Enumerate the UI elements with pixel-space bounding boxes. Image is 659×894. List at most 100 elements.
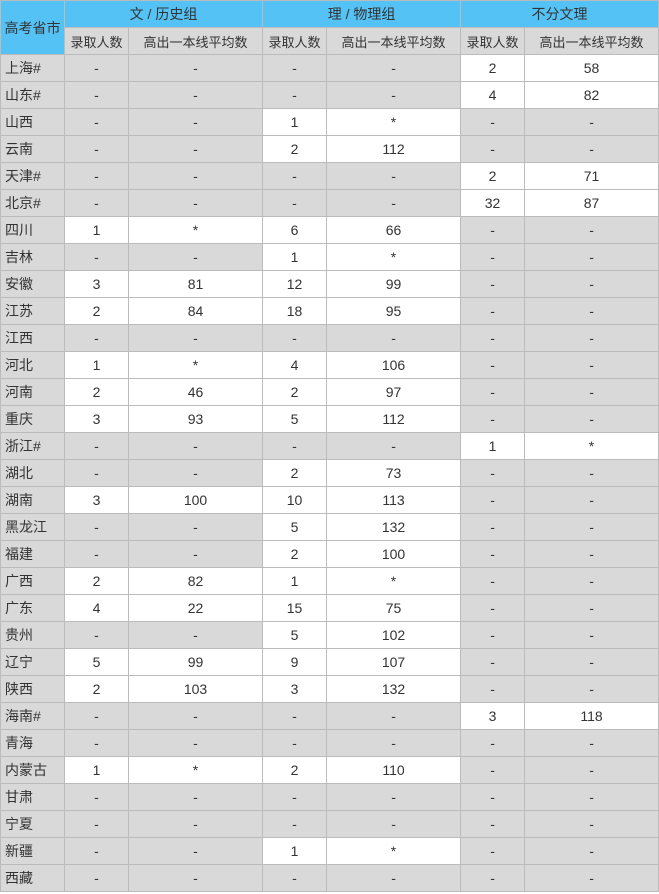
avg-cell: - [525, 487, 659, 514]
avg-cell: - [525, 757, 659, 784]
count-cell: 5 [263, 406, 327, 433]
avg-cell: - [129, 109, 263, 136]
table-row: 西藏------ [1, 865, 659, 892]
avg-cell: 112 [327, 136, 461, 163]
table-row: 江西------ [1, 325, 659, 352]
count-cell: 3 [65, 271, 129, 298]
count-cell: - [461, 838, 525, 865]
count-cell: 2 [263, 460, 327, 487]
table-row: 安徽3811299-- [1, 271, 659, 298]
avg-cell: - [525, 109, 659, 136]
count-cell: - [461, 811, 525, 838]
count-cell: - [461, 649, 525, 676]
province-cell: 海南# [1, 703, 65, 730]
count-cell: - [263, 730, 327, 757]
avg-cell: - [525, 379, 659, 406]
table-row: 广西2821*-- [1, 568, 659, 595]
avg-cell: 132 [327, 514, 461, 541]
table-row: 广东4221575-- [1, 595, 659, 622]
avg-cell: - [129, 622, 263, 649]
count-cell: - [461, 460, 525, 487]
avg-cell: 82 [129, 568, 263, 595]
avg-cell: - [525, 244, 659, 271]
count-cell: 1 [65, 757, 129, 784]
count-cell: - [461, 406, 525, 433]
province-cell: 湖北 [1, 460, 65, 487]
avg-cell: 75 [327, 595, 461, 622]
avg-cell: - [525, 676, 659, 703]
count-cell: 2 [65, 568, 129, 595]
avg-cell: - [525, 460, 659, 487]
avg-cell: - [525, 649, 659, 676]
table-body: 上海#----258山东#----482山西--1*--云南--2112--天津… [1, 55, 659, 892]
count-cell: 1 [263, 109, 327, 136]
table-row: 河南246297-- [1, 379, 659, 406]
header-group-science: 理 / 物理组 [263, 1, 461, 28]
province-cell: 浙江# [1, 433, 65, 460]
count-cell: - [263, 55, 327, 82]
avg-cell: * [327, 109, 461, 136]
avg-cell: - [327, 82, 461, 109]
avg-cell: - [129, 838, 263, 865]
avg-cell: - [129, 325, 263, 352]
avg-cell: - [525, 298, 659, 325]
count-cell: 1 [263, 244, 327, 271]
count-cell: - [263, 865, 327, 892]
avg-cell: - [525, 352, 659, 379]
avg-cell: - [525, 865, 659, 892]
avg-cell: 112 [327, 406, 461, 433]
avg-cell: - [525, 325, 659, 352]
avg-cell: - [129, 433, 263, 460]
table-row: 内蒙古1*2110-- [1, 757, 659, 784]
province-cell: 上海# [1, 55, 65, 82]
count-cell: - [65, 811, 129, 838]
count-cell: - [461, 865, 525, 892]
table-row: 海南#----3118 [1, 703, 659, 730]
count-cell: - [461, 595, 525, 622]
count-cell: 5 [65, 649, 129, 676]
count-cell: - [65, 541, 129, 568]
province-cell: 湖南 [1, 487, 65, 514]
count-cell: 1 [461, 433, 525, 460]
count-cell: - [65, 136, 129, 163]
avg-cell: 73 [327, 460, 461, 487]
avg-cell: - [327, 55, 461, 82]
avg-cell: - [525, 217, 659, 244]
avg-cell: * [129, 217, 263, 244]
count-cell: - [263, 433, 327, 460]
avg-cell: - [525, 730, 659, 757]
avg-cell: - [525, 541, 659, 568]
avg-cell: - [129, 865, 263, 892]
province-cell: 广西 [1, 568, 65, 595]
province-cell: 重庆 [1, 406, 65, 433]
avg-cell: 110 [327, 757, 461, 784]
count-cell: - [65, 838, 129, 865]
avg-cell: - [129, 811, 263, 838]
count-cell: - [461, 784, 525, 811]
count-cell: 1 [263, 838, 327, 865]
count-cell: 3 [65, 406, 129, 433]
province-cell: 内蒙古 [1, 757, 65, 784]
count-cell: 6 [263, 217, 327, 244]
count-cell: - [461, 622, 525, 649]
count-cell: - [263, 811, 327, 838]
count-cell: 9 [263, 649, 327, 676]
avg-cell: - [525, 595, 659, 622]
avg-cell: * [129, 757, 263, 784]
province-cell: 宁夏 [1, 811, 65, 838]
avg-cell: 97 [327, 379, 461, 406]
province-cell: 广东 [1, 595, 65, 622]
count-cell: - [263, 703, 327, 730]
province-cell: 山东# [1, 82, 65, 109]
avg-cell: 102 [327, 622, 461, 649]
province-cell: 辽宁 [1, 649, 65, 676]
table-row: 四川1*666-- [1, 217, 659, 244]
table-row: 江苏2841895-- [1, 298, 659, 325]
count-cell: 2 [65, 379, 129, 406]
count-cell: - [65, 82, 129, 109]
province-cell: 陕西 [1, 676, 65, 703]
avg-cell: - [525, 568, 659, 595]
avg-cell: 99 [129, 649, 263, 676]
count-cell: - [65, 784, 129, 811]
province-cell: 吉林 [1, 244, 65, 271]
